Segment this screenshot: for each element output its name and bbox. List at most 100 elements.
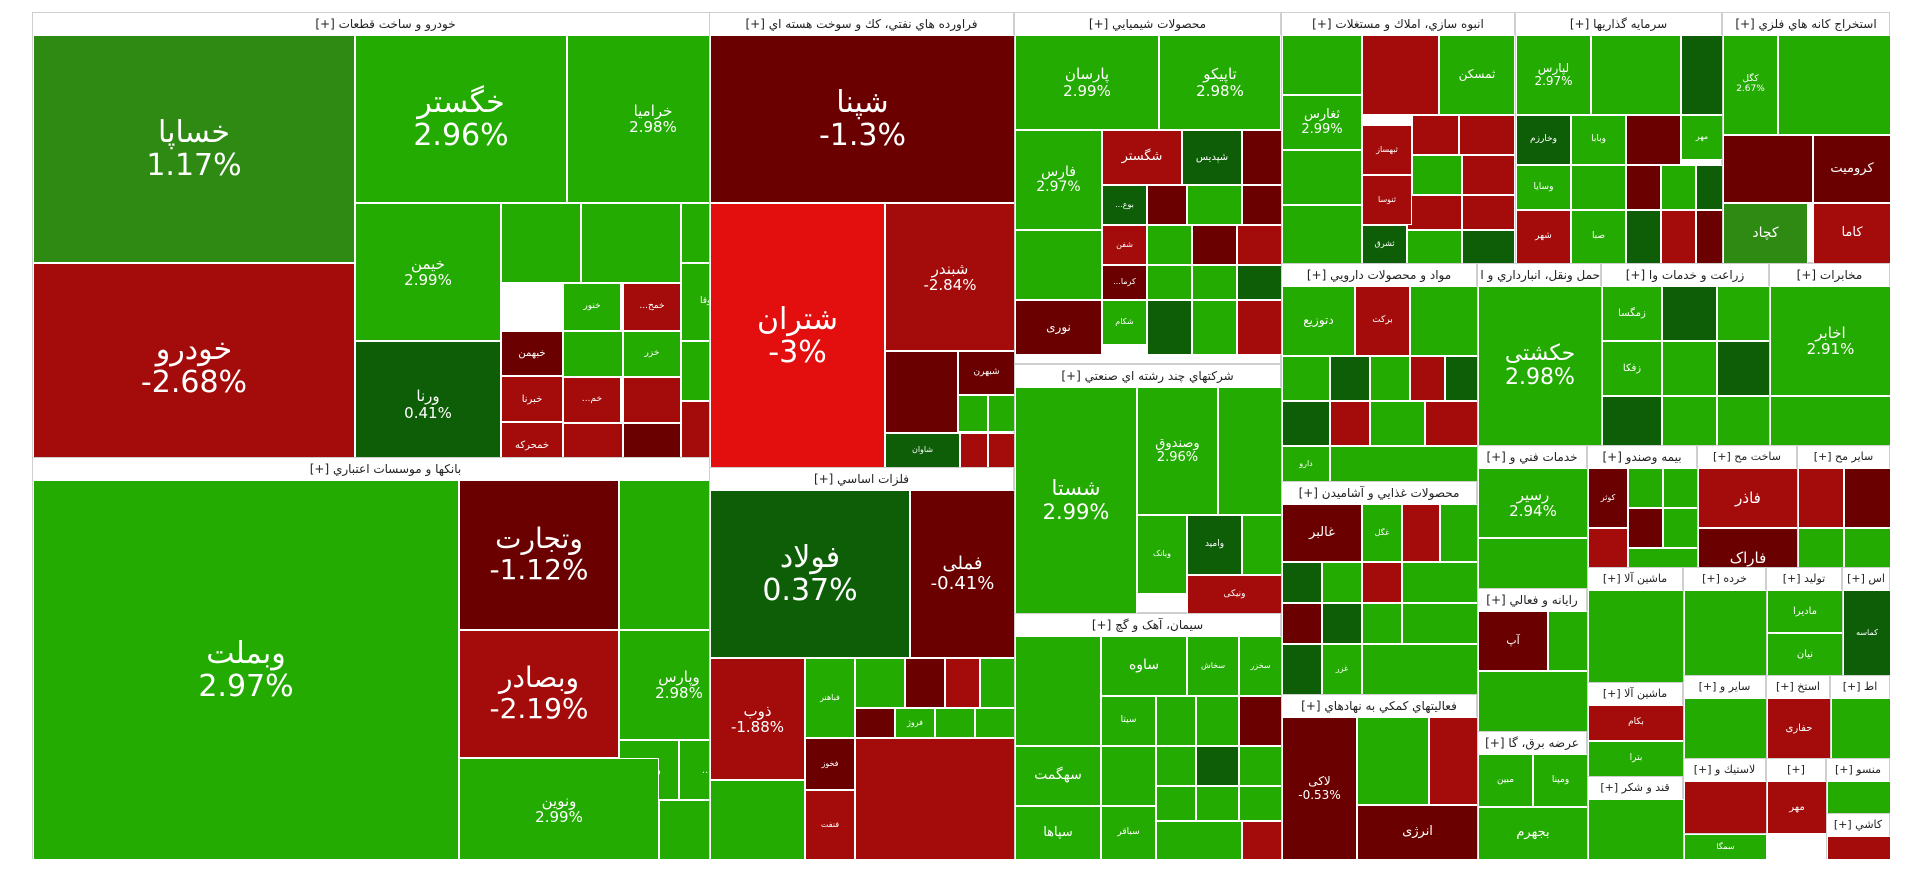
stock-tile[interactable]: کچاد [1723, 203, 1808, 264]
stock-tile[interactable]: اخابر 2.91% [1770, 286, 1891, 396]
stock-tile[interactable]: وامید [1187, 515, 1242, 575]
stock-tile-small[interactable] [1015, 636, 1101, 746]
stock-tile-small[interactable] [1602, 396, 1662, 446]
stock-tile-small[interactable] [1196, 696, 1239, 746]
sector-title[interactable]: اس [+] [1843, 568, 1889, 590]
stock-tile[interactable]: لاکی -0.53% [1282, 717, 1357, 860]
stock-tile[interactable]: فنفت [805, 790, 855, 860]
stock-tile-small[interactable] [885, 351, 958, 433]
stock-tile[interactable]: فروژ [895, 708, 935, 738]
stock-tile-small[interactable] [855, 738, 1015, 860]
stock-tile-small[interactable] [1661, 210, 1696, 264]
stock-tile[interactable]: سیتا [1101, 696, 1156, 746]
stock-tile-small[interactable] [1362, 35, 1439, 115]
sector-title[interactable]: توليد [+] [1767, 568, 1841, 590]
stock-tile-small[interactable] [623, 377, 681, 423]
sector-title[interactable]: انبوه سازي، املاك و مستغلات [+] [1282, 13, 1514, 35]
stock-tile[interactable]: بجهرم [1478, 807, 1588, 860]
stock-tile[interactable]: شستا 2.99% [1015, 387, 1137, 614]
stock-tile[interactable]: کگل 2.67% [1723, 35, 1778, 135]
stock-tile[interactable]: سباقر [1101, 806, 1156, 860]
stock-tile[interactable]: شتران -3% [710, 203, 885, 468]
stock-tile[interactable]: بترا [1588, 741, 1684, 777]
stock-tile-small[interactable] [1407, 230, 1462, 264]
stock-tile-small[interactable] [1239, 696, 1282, 746]
stock-tile-small[interactable] [1661, 165, 1696, 210]
stock-tile-small[interactable] [1282, 562, 1322, 603]
stock-tile-small[interactable] [1402, 504, 1440, 562]
stock-tile-small[interactable] [1440, 504, 1478, 562]
stock-tile-small[interactable] [1445, 356, 1478, 401]
stock-tile-small[interactable] [1662, 341, 1717, 396]
stock-tile[interactable]: زمگسا [1602, 286, 1662, 341]
stock-tile-small[interactable] [1187, 185, 1242, 225]
stock-tile-small[interactable] [1626, 210, 1661, 264]
stock-tile-small[interactable] [1156, 696, 1196, 746]
stock-tile-small[interactable] [1717, 286, 1770, 341]
stock-tile[interactable]: مبین [1478, 754, 1533, 807]
sector-title[interactable]: لاستيك و [+] [1684, 759, 1765, 781]
stock-tile[interactable]: ثغارس 2.99% [1282, 95, 1362, 150]
stock-tile[interactable]: وخارزم [1516, 115, 1571, 165]
stock-tile[interactable]: شهر [1516, 210, 1571, 264]
stock-tile-small[interactable] [855, 708, 895, 738]
stock-tile-small[interactable] [1362, 644, 1478, 695]
sector-title[interactable]: كاشي [+] [1827, 814, 1889, 836]
stock-tile-small[interactable] [1571, 165, 1626, 210]
stock-tile[interactable]: وبصادر -2.19% [459, 630, 619, 758]
stock-tile[interactable]: وبابا [1571, 115, 1626, 165]
sector-title[interactable]: عرضه برق، گا [+] [1478, 732, 1586, 754]
sector-title[interactable]: استخراج كانه هاي فلزي [+] [1723, 13, 1889, 35]
sector-title[interactable]: ساخت مح [+] [1698, 446, 1796, 468]
stock-tile[interactable]: خم... [563, 377, 621, 423]
stock-tile-small[interactable] [855, 658, 905, 708]
stock-tile[interactable]: فملی -0.41% [910, 490, 1015, 658]
stock-tile-small[interactable] [1723, 135, 1813, 203]
stock-tile[interactable]: شاوان [885, 433, 960, 468]
stock-tile-small[interactable] [905, 658, 945, 708]
stock-tile[interactable]: کماسه [1843, 590, 1891, 676]
stock-tile-small[interactable] [1662, 286, 1717, 341]
stock-tile[interactable]: صبا [1571, 210, 1626, 264]
sector-title[interactable]: بانکها و موسسات اعتباري [+] [33, 458, 738, 480]
stock-tile[interactable]: شفن [1102, 225, 1147, 265]
sector-title[interactable]: خدمات فني و [+] [1478, 446, 1586, 468]
stock-tile-small[interactable] [1696, 165, 1723, 210]
sector-title[interactable]: حمل ونقل، انبارداري و ا [+] [1478, 264, 1600, 286]
sector-title[interactable]: فعاليتهاي كمكي به نهادهاي [+] [1282, 695, 1476, 717]
stock-tile-small[interactable] [1462, 230, 1515, 264]
stock-tile-small[interactable] [1282, 401, 1330, 446]
stock-tile[interactable]: حکشتی 2.98% [1478, 286, 1602, 446]
stock-tile-small[interactable] [1282, 644, 1322, 695]
stock-tile-small[interactable] [1770, 396, 1891, 446]
stock-tile-small[interactable] [1681, 35, 1723, 115]
sector-title[interactable]: خرده [+] [1684, 568, 1765, 590]
stock-tile-small[interactable] [1402, 562, 1478, 603]
stock-tile[interactable]: خمح... [623, 283, 681, 331]
sector-title[interactable]: بيمه وصندو [+] [1588, 446, 1696, 468]
stock-tile[interactable]: فولاد 0.37% [710, 490, 910, 658]
stock-tile-small[interactable] [1282, 150, 1362, 205]
stock-tile-small[interactable] [1192, 265, 1237, 300]
sector-title[interactable]: ماشين آلا [+] [1588, 683, 1682, 705]
stock-tile[interactable]: سپاها [1015, 806, 1101, 860]
sector-title[interactable]: خودرو و ساخت قطعات [+] [33, 13, 738, 35]
stock-tile-small[interactable] [1147, 265, 1192, 300]
stock-tile-small[interactable] [1407, 195, 1462, 230]
stock-tile-small[interactable] [1218, 387, 1282, 515]
stock-tile-small[interactable] [1684, 698, 1767, 759]
stock-tile-small[interactable] [960, 433, 988, 468]
sector-title[interactable]: محصولات شيميايي [+] [1015, 13, 1280, 35]
stock-tile-small[interactable] [1237, 225, 1282, 265]
sector-title[interactable]: استخ [+] [1767, 676, 1829, 698]
stock-tile-small[interactable] [501, 203, 581, 283]
stock-tile-small[interactable] [1362, 562, 1402, 603]
stock-tile[interactable]: خیمن 2.99% [355, 203, 501, 341]
stock-tile[interactable]: بوع... [1102, 185, 1147, 225]
stock-tile-small[interactable] [1147, 185, 1187, 225]
stock-tile-small[interactable] [1798, 468, 1844, 528]
sector-title[interactable]: مواد و محصولات دارويي [+] [1282, 264, 1476, 286]
stock-tile-small[interactable] [1237, 300, 1282, 355]
stock-tile-small[interactable] [1591, 35, 1681, 115]
stock-tile[interactable]: ثمسکن [1439, 35, 1515, 115]
